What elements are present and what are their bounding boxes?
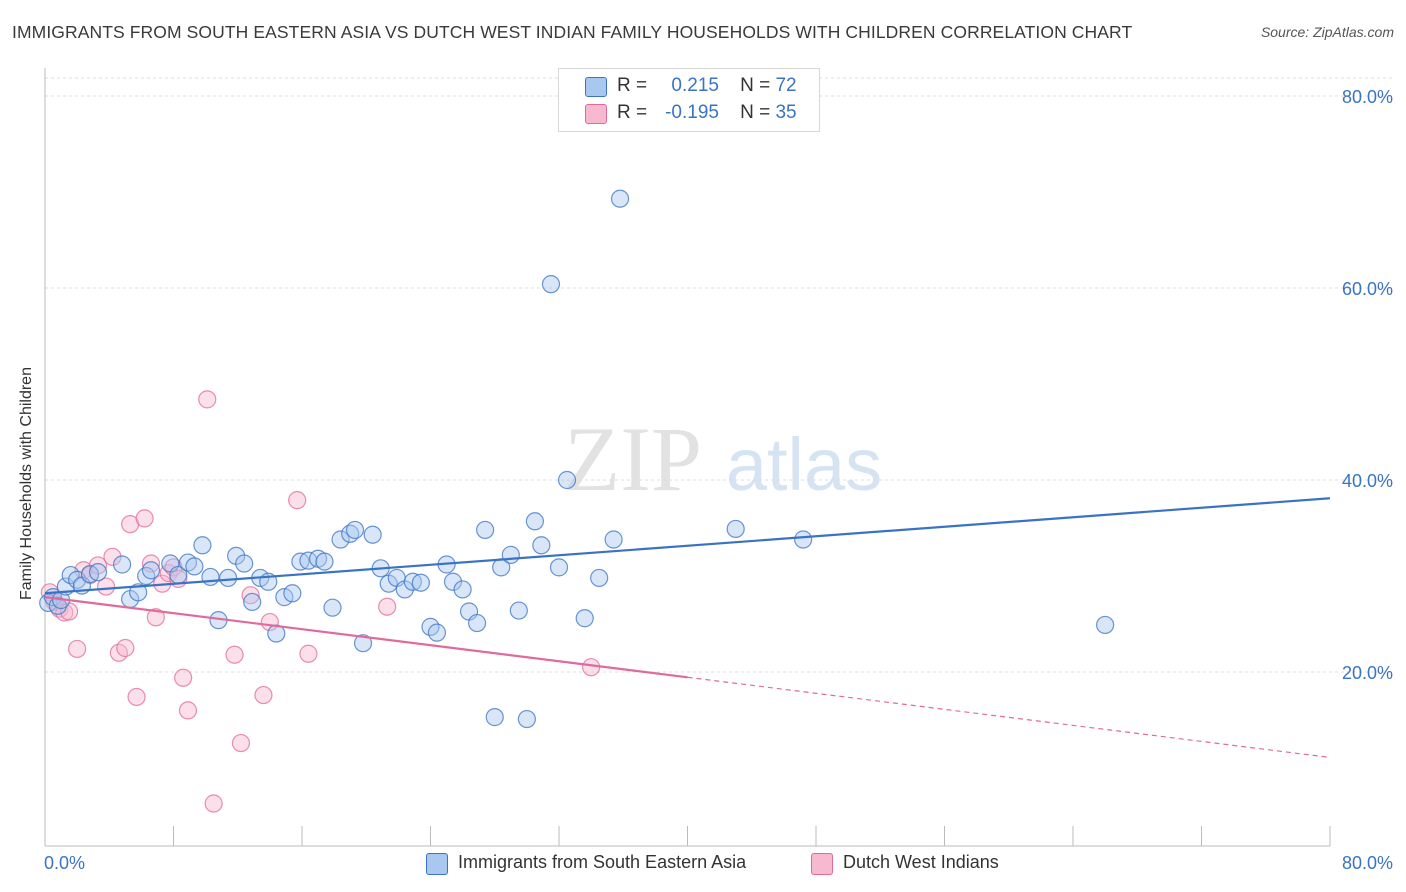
data-point-blue: [185, 557, 204, 576]
watermark-atlas: atlas: [726, 423, 882, 506]
data-point-pink: [178, 701, 198, 720]
source-label: Source: ZipAtlas.com: [1260, 24, 1394, 40]
data-point-blue: [88, 563, 108, 582]
watermark: ZIP atlas: [564, 408, 882, 510]
axes: [44, 68, 1331, 847]
data-point-blue: [235, 554, 254, 573]
legend-swatch-pink: [585, 104, 607, 124]
watermark-zip: ZIP: [564, 408, 702, 510]
legend-r-label: R =: [617, 75, 648, 96]
data-point-pink: [582, 658, 601, 677]
data-point-pink: [198, 390, 217, 409]
y-tick-label: 60.0%: [1342, 279, 1393, 299]
data-point-blue: [610, 189, 630, 208]
y-axis-label: Family Households with Children: [18, 367, 35, 600]
data-point-blue: [411, 573, 430, 592]
data-point-blue: [549, 558, 569, 577]
trend-line-blue: [44, 497, 1331, 595]
data-point-pink: [288, 491, 307, 510]
y-tick-label: 20.0%: [1342, 663, 1393, 683]
data-point-pink: [378, 597, 397, 616]
data-point-blue: [557, 470, 577, 490]
data-point-blue: [794, 530, 813, 549]
data-point-blue: [323, 598, 342, 617]
data-point-blue: [315, 552, 334, 571]
data-point-pink: [204, 794, 223, 813]
data-point-blue: [501, 545, 520, 564]
legend-n-label: N =: [740, 75, 771, 96]
data-point-blue: [453, 580, 472, 599]
x-tick-label: 80.0%: [1342, 853, 1393, 873]
legend: R = 0.215 N = 72 R = -0.195 N = 35: [558, 68, 820, 132]
data-point-pink: [146, 608, 165, 627]
legend-r-value: -0.195: [665, 102, 719, 123]
data-point-blue: [525, 512, 545, 531]
data-point-blue: [112, 555, 132, 574]
bottom-legend-label-blue: Immigrants from South Eastern Asia: [458, 852, 747, 872]
x-tick-label: 0.0%: [44, 853, 85, 873]
grid: [45, 77, 1392, 673]
data-point-blue: [201, 567, 220, 587]
data-point-blue: [283, 584, 302, 603]
bottom-legend-label-pink: Dutch West Indians: [843, 852, 999, 872]
legend-n-value: 72: [775, 75, 797, 96]
data-point-blue: [1096, 615, 1115, 635]
bottom-legend-swatch-pink: [811, 853, 833, 875]
data-point-blue: [345, 520, 365, 540]
data-point-blue: [427, 623, 447, 642]
data-point-blue: [517, 709, 536, 729]
data-point-pink: [174, 668, 193, 687]
data-point-blue: [331, 530, 350, 549]
data-point-pink: [116, 638, 135, 658]
y-tick-label: 80.0%: [1342, 87, 1393, 107]
data-point-pink: [96, 577, 116, 596]
data-point-pink: [225, 645, 244, 664]
data-point-blue: [485, 708, 504, 727]
data-point-pink: [231, 733, 251, 753]
data-point-blue: [193, 536, 212, 555]
data-point-pink: [103, 547, 122, 566]
data-point-blue: [476, 520, 495, 540]
data-point-blue: [575, 609, 594, 628]
data-point-pink: [68, 639, 87, 659]
data-point-blue: [726, 519, 745, 539]
data-point-blue: [590, 568, 609, 588]
data-point-blue: [219, 568, 238, 588]
data-point-pink: [127, 687, 146, 707]
data-point-pink: [241, 586, 260, 605]
data-point-blue: [541, 275, 561, 294]
data-point-blue: [137, 566, 156, 586]
data-point-blue: [509, 601, 528, 620]
data-point-blue: [443, 572, 463, 591]
tick-labels: 20.0% 40.0% 60.0% 80.0% 0.0% 80.0%: [44, 87, 1393, 873]
data-point-pink: [299, 644, 318, 663]
data-point-blue: [141, 561, 161, 580]
legend-r-value: 0.215: [671, 75, 719, 96]
data-point-pink: [254, 685, 273, 705]
data-point-blue: [467, 613, 487, 633]
data-point-blue: [48, 596, 67, 615]
data-point-pink: [135, 509, 154, 528]
trend-line-pink: [44, 596, 688, 679]
legend-r-label: R =: [617, 102, 648, 123]
legend-n-label: N =: [740, 102, 771, 123]
legend-swatch-blue: [585, 77, 607, 97]
data-point-blue: [532, 536, 551, 555]
data-point-blue: [243, 592, 262, 612]
data-point-blue: [129, 583, 148, 602]
trend-lines: [44, 497, 1331, 759]
y-tick-label: 40.0%: [1342, 471, 1393, 491]
data-point-blue: [604, 530, 623, 549]
data-point-blue: [363, 525, 382, 544]
data-point-blue: [353, 634, 373, 653]
legend-n-value: 35: [775, 102, 797, 123]
chart-title: IMMIGRANTS FROM SOUTH EASTERN ASIA VS DU…: [12, 22, 1133, 42]
bottom-legend-swatch-blue: [426, 853, 448, 875]
trend-line-pink-dashed: [687, 676, 1331, 759]
